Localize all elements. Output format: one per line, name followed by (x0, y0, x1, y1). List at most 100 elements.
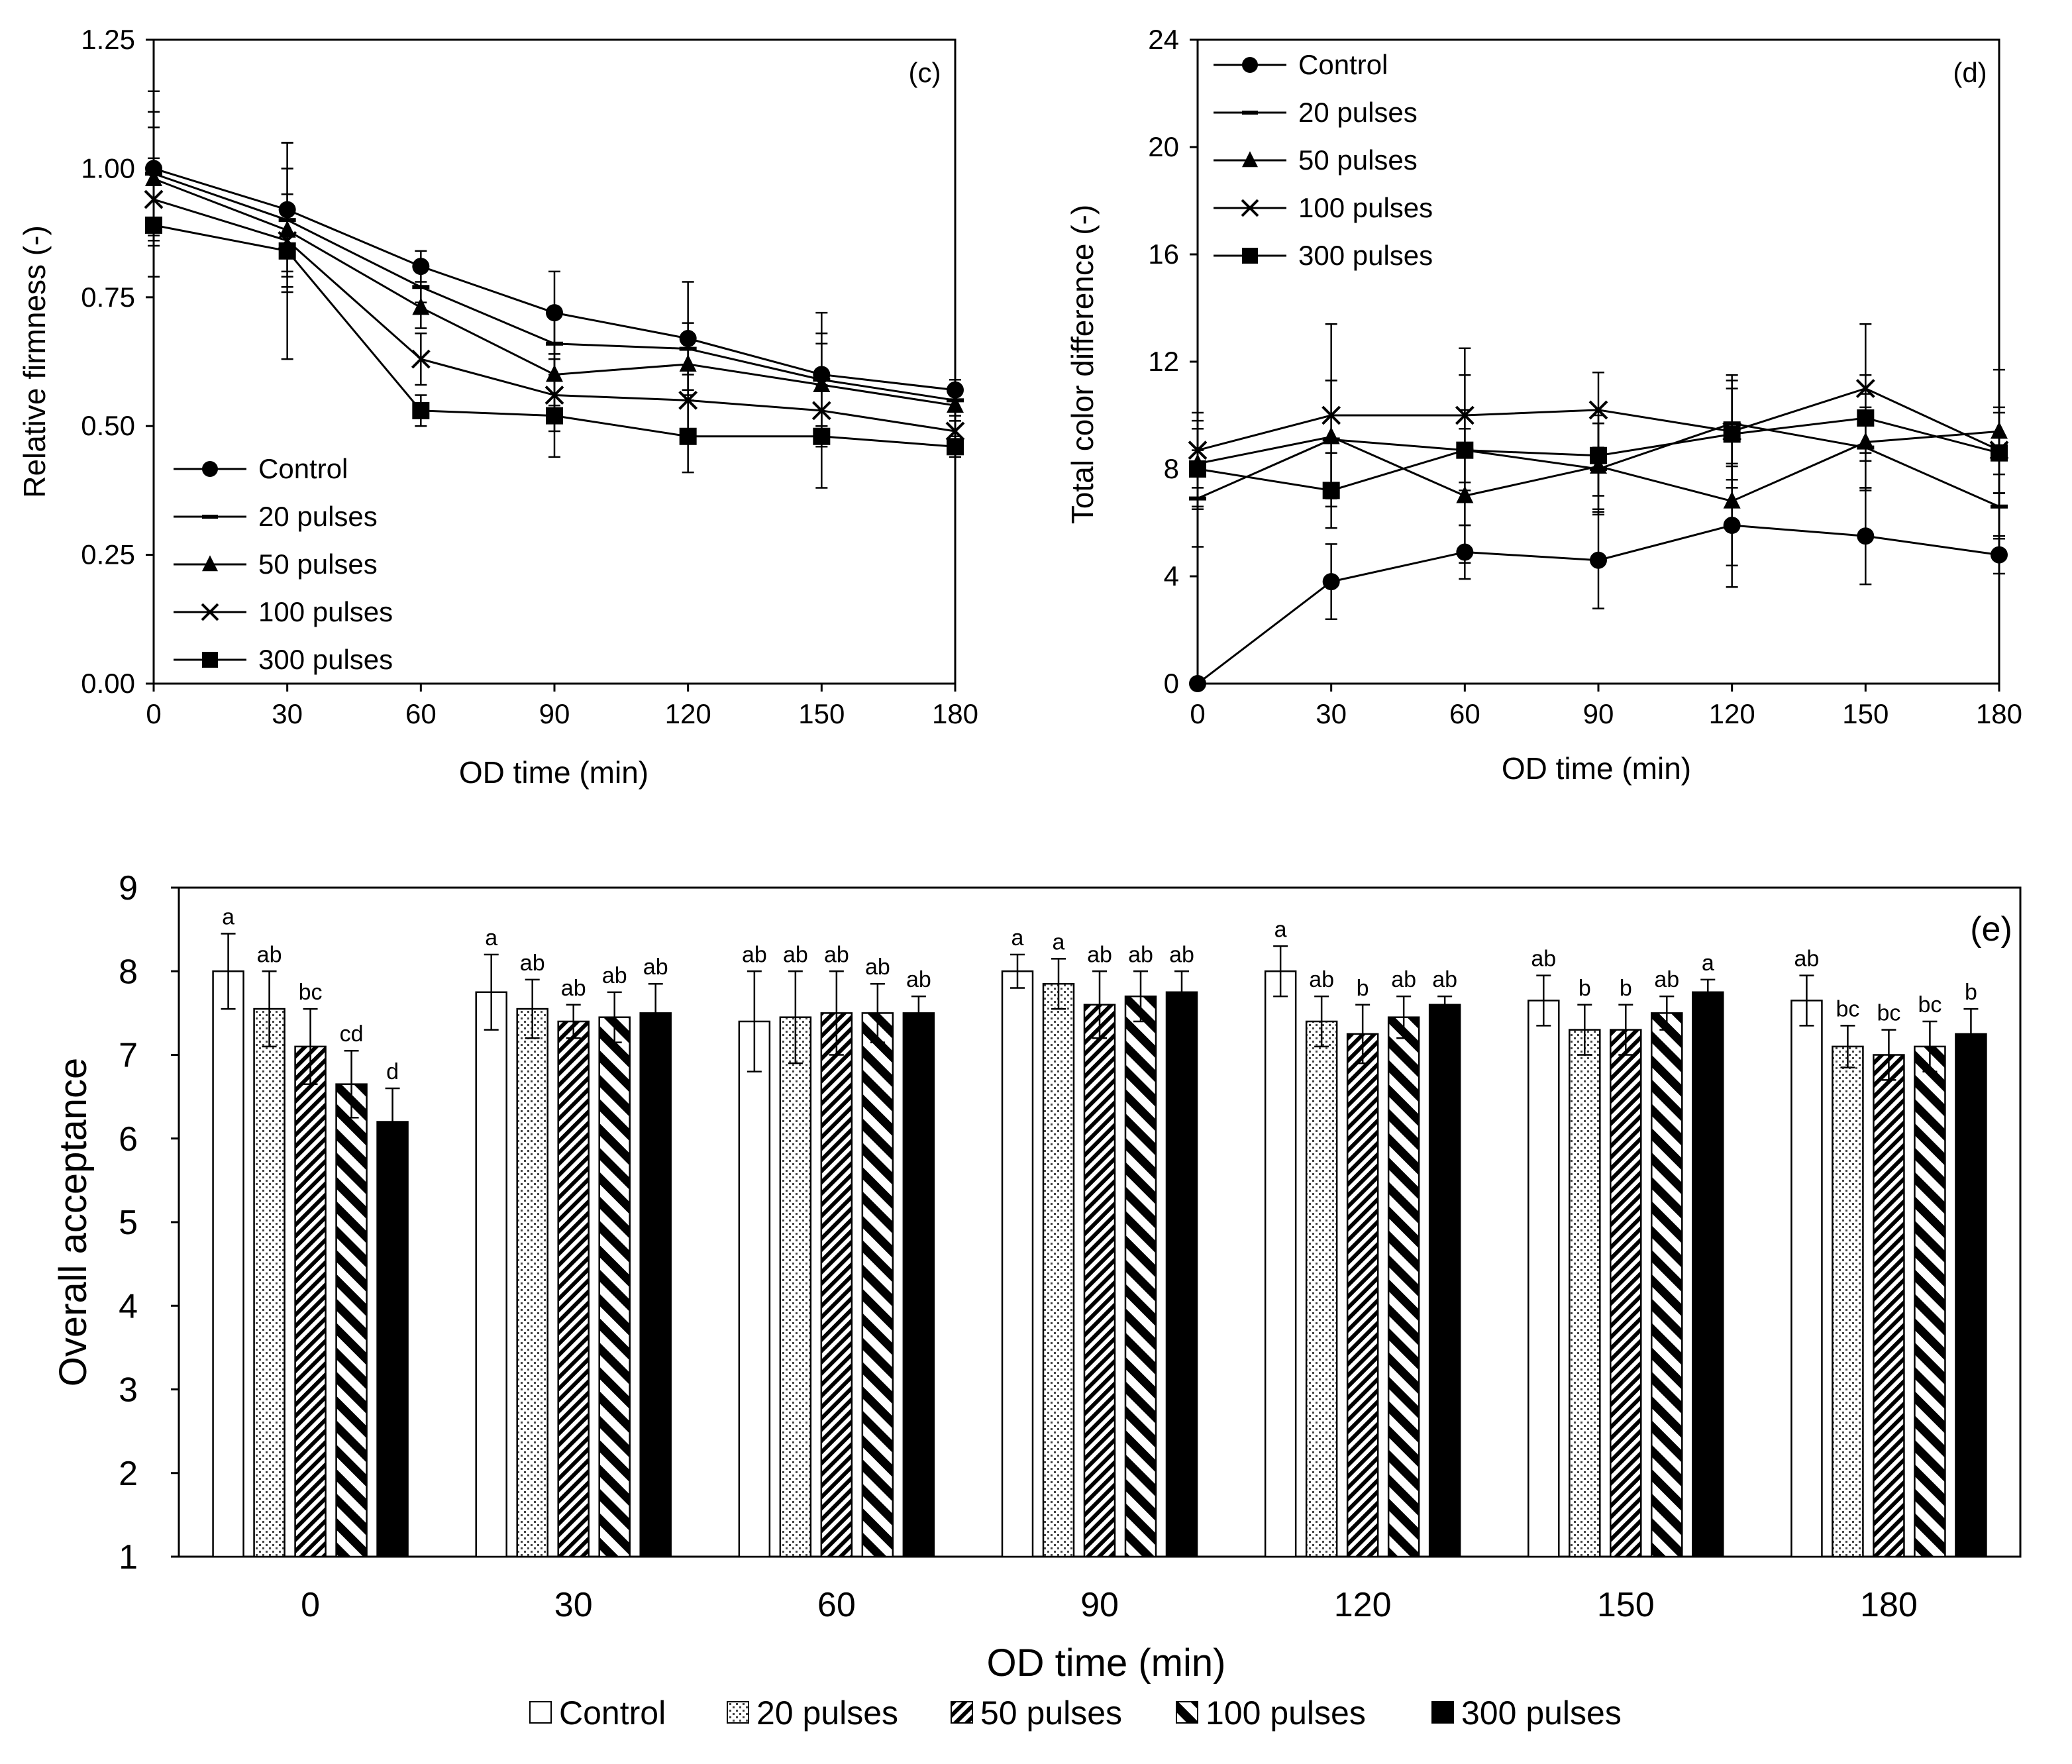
y-tick-label: 6 (119, 1120, 138, 1159)
bar-50-pulses (1346, 1033, 1379, 1558)
error-bar-control (747, 970, 762, 1072)
error-bar-100-pulses (1659, 995, 1675, 1031)
data-point-50-pulses (1322, 427, 1340, 444)
legend-label-control: Control (559, 1694, 666, 1732)
data-point-50-pulses (1590, 456, 1607, 474)
data-point-50-pulses (1723, 491, 1741, 509)
error-bar-50-pulses (1881, 1029, 1896, 1081)
data-point-50-pulses (947, 395, 964, 413)
error-bar-20-pulses (262, 970, 277, 1048)
bar-50-pulses (820, 1012, 853, 1558)
data-point-50-pulses (412, 297, 430, 315)
significance-letter-20-pulses: a (1053, 929, 1065, 955)
legend-label-50-pulses: 50 pulses (1298, 144, 1418, 176)
x-tick-label: 90 (1583, 698, 1614, 729)
bar-300-pulses (1692, 991, 1724, 1558)
significance-letter-50-pulses: b (1357, 976, 1369, 1001)
error-bar-300-pulses (1437, 995, 1453, 1014)
panel-c-relative-firmness: 0.00 0.25 0.50 0.75 1.00 1.25 0 30 60 90 120 150 18… (17, 24, 978, 790)
data-point-20-pulses (1991, 504, 2008, 509)
error-bar-300-pulses (1174, 970, 1189, 1014)
y-axis-label: Overall acceptance (52, 1058, 95, 1386)
legend-label-300-pulses: 300 pulses (258, 644, 393, 675)
legend-label-100-pulses: 100 pulses (1298, 192, 1433, 223)
bar-300-pulses (639, 1012, 672, 1558)
significance-letter-100-pulses: ab (865, 955, 890, 980)
y-tick-label: 9 (119, 869, 138, 908)
data-point-100-pulses (678, 390, 698, 410)
x-tick-label: 60 (817, 1586, 856, 1624)
legend-marker-300-pulses (1242, 248, 1258, 264)
significance-letter-control: a (222, 904, 234, 929)
error-bar-100-pulses (1133, 970, 1148, 1023)
y-axis-label: Total color difference (-) (1065, 205, 1100, 524)
legend-marker-20-pulses (202, 515, 218, 519)
legend-marker-100-pulses (1241, 199, 1259, 217)
significance-letter-20-pulses: ab (520, 951, 545, 976)
bar-50-pulses (557, 1020, 590, 1558)
bar-50-pulses (1083, 1004, 1116, 1558)
bar-20-pulses (1042, 982, 1075, 1558)
x-tick-label: 60 (405, 698, 437, 729)
bar-20-pulses (1832, 1045, 1864, 1558)
significance-letter-100-pulses: cd (340, 1021, 364, 1047)
x-tick-label: 120 (1334, 1586, 1392, 1624)
data-point-300-pulses (1456, 441, 1474, 459)
y-tick-label: 8 (119, 953, 138, 991)
bar-20-pulses (516, 1008, 548, 1558)
significance-letter-300-pulses: ab (1169, 942, 1194, 967)
error-bar-300-pulses (911, 995, 926, 1031)
data-point-100-pulses (1455, 405, 1475, 425)
data-point-control (278, 201, 296, 219)
bar-100-pulses (598, 1016, 631, 1558)
legend-label-300-pulses: 300 pulses (1461, 1694, 1622, 1732)
data-point-20-pulses (278, 218, 296, 223)
data-point-100-pulses (411, 349, 431, 369)
bar-control (1790, 1000, 1823, 1558)
x-tick-label: 180 (932, 698, 978, 729)
legend-marker-50-pulses (1242, 151, 1258, 168)
legend-label-control: Control (258, 453, 348, 484)
bar-50-pulses (294, 1045, 327, 1558)
data-point-20-pulses (546, 341, 563, 346)
legend-marker-20-pulses (1242, 111, 1258, 115)
data-point-control (679, 330, 697, 348)
y-tick-label: 4 (1164, 560, 1179, 592)
y-tick-label: 16 (1148, 238, 1179, 270)
data-point-50-pulses (1857, 432, 1875, 450)
error-bar-20-pulses (1314, 995, 1329, 1048)
x-tick-label: 30 (554, 1586, 593, 1624)
significance-letter-300-pulses: ab (906, 967, 931, 992)
error-bar-20-pulses (1840, 1025, 1855, 1068)
error-bar-control (1010, 953, 1025, 989)
error-bar-control (1536, 974, 1551, 1027)
data-point-control (947, 381, 964, 399)
data-point-20-pulses (1189, 496, 1206, 501)
legend-label-50-pulses: 50 pulses (258, 548, 378, 580)
bar-100-pulses (335, 1083, 368, 1558)
error-bar-20-pulses (525, 978, 540, 1039)
bar-100-pulses (1124, 995, 1157, 1558)
bar-50-pulses (1610, 1029, 1642, 1558)
y-tick-label: 20 (1148, 131, 1179, 162)
y-tick-label: 0 (1164, 668, 1179, 699)
significance-letter-50-pulses: bc (299, 980, 323, 1005)
data-point-control (412, 258, 430, 276)
significance-letter-100-pulses: ab (1128, 942, 1153, 967)
y-tick-label: 1.25 (81, 24, 135, 55)
bar-control (1001, 970, 1034, 1558)
legend-label-100-pulses: 100 pulses (1206, 1694, 1366, 1732)
panel-label: (c) (909, 57, 941, 88)
legend: Control 20 pulses 50 pulses 100 pulses 300 p… (1214, 49, 1433, 271)
legend-swatch-300-pulses (1431, 1701, 1454, 1724)
x-tick-label: 150 (798, 698, 845, 729)
significance-letter-control: a (1011, 925, 1024, 951)
significance-letter-50-pulses: ab (1087, 942, 1112, 967)
bar-300-pulses (1165, 991, 1198, 1558)
data-point-100-pulses (144, 189, 164, 209)
bar-control (475, 991, 507, 1558)
legend: Control 20 pulses 50 pulses 100 pulses 300 p… (174, 453, 393, 675)
data-point-control (1857, 527, 1875, 545)
significance-letter-300-pulses: d (386, 1059, 399, 1084)
